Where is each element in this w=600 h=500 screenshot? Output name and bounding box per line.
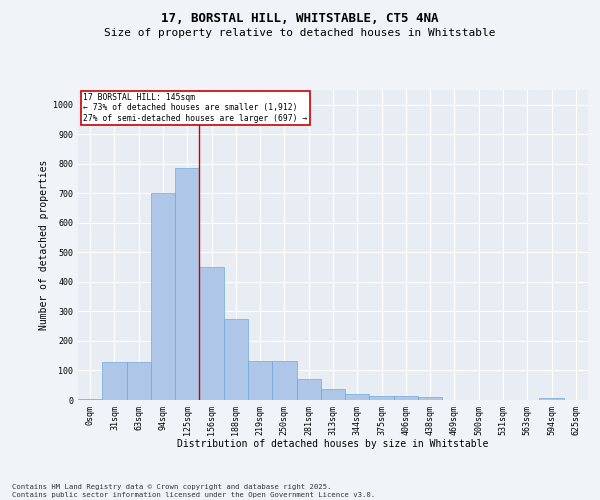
Text: Contains HM Land Registry data © Crown copyright and database right 2025.
Contai: Contains HM Land Registry data © Crown c…: [12, 484, 375, 498]
Bar: [394, 396, 418, 400]
Bar: [102, 362, 127, 400]
Bar: [272, 361, 296, 400]
Bar: [370, 396, 394, 400]
Text: 17 BORSTAL HILL: 145sqm
← 73% of detached houses are smaller (1,912)
27% of semi: 17 BORSTAL HILL: 145sqm ← 73% of detache…: [83, 93, 307, 123]
Bar: [345, 394, 370, 400]
Bar: [539, 398, 564, 400]
Bar: [224, 319, 248, 400]
Bar: [296, 380, 321, 400]
X-axis label: Distribution of detached houses by size in Whitstable: Distribution of detached houses by size …: [178, 439, 488, 449]
Bar: [418, 397, 442, 400]
Text: Size of property relative to detached houses in Whitstable: Size of property relative to detached ho…: [104, 28, 496, 38]
Bar: [151, 194, 175, 400]
Bar: [199, 267, 224, 400]
Bar: [321, 389, 345, 400]
Text: 17, BORSTAL HILL, WHITSTABLE, CT5 4NA: 17, BORSTAL HILL, WHITSTABLE, CT5 4NA: [161, 12, 439, 26]
Bar: [248, 361, 272, 400]
Bar: [175, 168, 199, 400]
Bar: [78, 398, 102, 400]
Y-axis label: Number of detached properties: Number of detached properties: [39, 160, 49, 330]
Bar: [127, 362, 151, 400]
